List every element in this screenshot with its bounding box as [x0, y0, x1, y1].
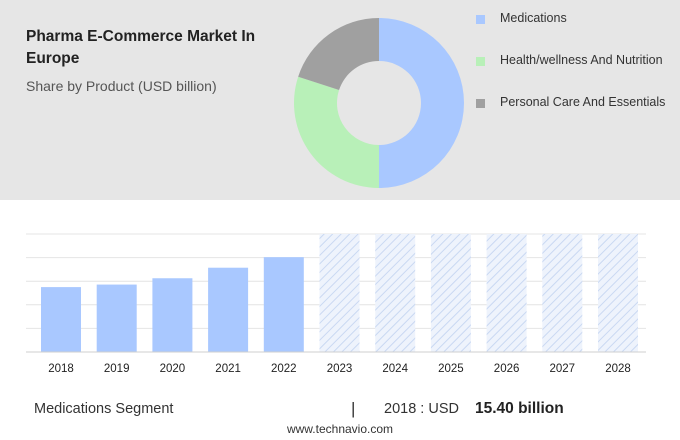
legend-label: Medications [500, 11, 567, 25]
chart-title: Pharma E-Commerce Market In Europe [26, 28, 256, 67]
x-tick-label: 2020 [160, 363, 186, 375]
footer-separator: | [351, 399, 356, 418]
legend-swatch-medications [476, 15, 485, 24]
forecast-bar [542, 234, 583, 352]
bar [41, 287, 81, 352]
forecast-bar [486, 234, 527, 352]
donut-slice [298, 18, 379, 91]
forecast-bar [598, 234, 638, 352]
x-tick-label: 2024 [382, 363, 408, 375]
footer-website: www.technavio.com [286, 422, 394, 436]
bar-chart: 2018 2019 2020 2021 2022 2023 2024 2025 2026 2027… [26, 233, 646, 375]
donut-slice [379, 18, 464, 188]
x-tick-label: 2025 [438, 363, 464, 375]
bar [208, 267, 249, 352]
footer-year-label: 2018 : USD [384, 401, 459, 417]
forecast-bar [375, 234, 416, 352]
footer-segment: Medications Segment [34, 401, 174, 417]
x-tick-label: 2022 [271, 363, 297, 375]
x-tick-label: 2023 [327, 363, 353, 375]
footer-value: 15.40 billion [475, 400, 564, 417]
x-tick-label: 2027 [550, 363, 576, 375]
x-tick-label: 2028 [605, 363, 631, 375]
bar [263, 257, 304, 352]
chart-subtitle: Share by Product (USD billion) [26, 78, 217, 94]
bar [96, 284, 137, 352]
forecast-bar [430, 234, 471, 352]
legend-label: Health/wellness And Nutrition [500, 53, 663, 67]
legend-swatch-health-wellness [476, 57, 485, 66]
forecast-bar [319, 234, 360, 352]
x-tick-label: 2026 [494, 363, 520, 375]
legend-label: Personal Care And Essentials [500, 95, 666, 109]
legend-swatch-personal-care [476, 99, 485, 108]
donut-chart [294, 18, 464, 188]
x-tick-label: 2019 [104, 363, 130, 375]
x-tick-label: 2021 [215, 363, 241, 375]
bar [152, 278, 193, 352]
donut-slice [294, 76, 379, 188]
x-tick-label: 2018 [48, 363, 74, 375]
